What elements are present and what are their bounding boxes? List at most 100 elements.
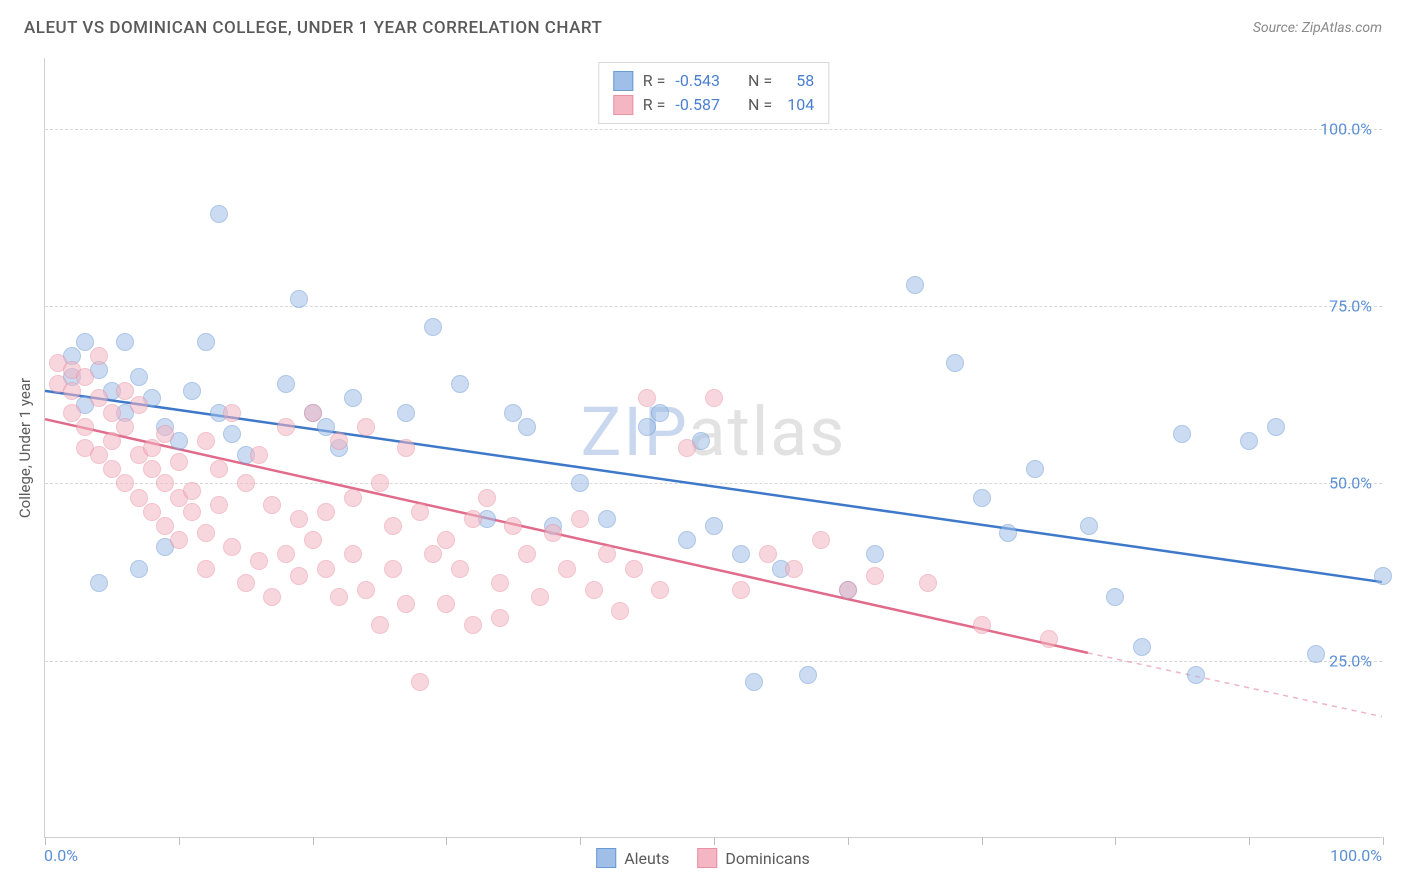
data-point (304, 404, 322, 422)
data-point (705, 517, 723, 535)
data-point (130, 368, 148, 386)
data-point (732, 545, 750, 563)
x-tick (1115, 837, 1116, 845)
data-point (344, 489, 362, 507)
x-tick (179, 837, 180, 845)
data-point (638, 418, 656, 436)
x-tick (313, 837, 314, 845)
data-point (317, 503, 335, 521)
data-point (397, 439, 415, 457)
data-point (531, 588, 549, 606)
data-point (90, 389, 108, 407)
data-point (371, 616, 389, 634)
data-point (223, 538, 241, 556)
data-point (143, 439, 161, 457)
data-point (170, 531, 188, 549)
data-point (611, 602, 629, 620)
legend-swatch (596, 848, 616, 868)
x-tick (45, 837, 46, 845)
data-point (170, 453, 188, 471)
data-point (424, 545, 442, 563)
data-point (130, 489, 148, 507)
data-point (183, 503, 201, 521)
data-point (103, 460, 121, 478)
data-point (116, 382, 134, 400)
data-point (116, 474, 134, 492)
data-point (571, 474, 589, 492)
data-point (63, 404, 81, 422)
data-point (317, 418, 335, 436)
data-point (437, 531, 455, 549)
data-point (103, 432, 121, 450)
data-point (63, 382, 81, 400)
data-point (223, 404, 241, 422)
source-label: Source: ZipAtlas.com (1253, 20, 1382, 36)
x-tick (580, 837, 581, 845)
data-point (143, 503, 161, 521)
data-point (598, 510, 616, 528)
data-point (1240, 432, 1258, 450)
data-point (906, 276, 924, 294)
legend-swatch (613, 71, 633, 91)
data-point (116, 418, 134, 436)
data-point (558, 560, 576, 578)
data-point (812, 531, 830, 549)
n-value: 58 (782, 69, 814, 93)
data-point (799, 666, 817, 684)
data-point (90, 347, 108, 365)
data-point (76, 368, 94, 386)
data-point (397, 404, 415, 422)
data-point (237, 574, 255, 592)
data-point (197, 560, 215, 578)
data-point (451, 560, 469, 578)
data-point (263, 588, 281, 606)
data-point (946, 354, 964, 372)
data-point (866, 545, 884, 563)
data-point (1187, 666, 1205, 684)
chart-area: ZIPatlas 25.0%50.0%75.0%100.0% College, … (44, 58, 1382, 838)
data-point (678, 439, 696, 457)
data-point (1374, 567, 1392, 585)
legend-label: Aleuts (624, 849, 669, 868)
x-axis-min-label: 0.0% (44, 846, 78, 865)
data-point (183, 382, 201, 400)
data-point (330, 588, 348, 606)
x-tick (446, 837, 447, 845)
data-point (598, 545, 616, 563)
data-point (745, 673, 763, 691)
data-point (973, 489, 991, 507)
data-point (424, 318, 442, 336)
data-point (437, 595, 455, 613)
data-point (1080, 517, 1098, 535)
data-point (839, 581, 857, 599)
data-point (250, 446, 268, 464)
data-point (651, 404, 669, 422)
data-point (411, 503, 429, 521)
data-point (130, 560, 148, 578)
x-tick (982, 837, 983, 845)
header: ALEUT VS DOMINICAN COLLEGE, UNDER 1 YEAR… (0, 0, 1406, 46)
data-point (197, 524, 215, 542)
data-point (451, 375, 469, 393)
data-point (76, 333, 94, 351)
data-point (384, 560, 402, 578)
data-point (277, 418, 295, 436)
r-value: -0.587 (675, 93, 720, 117)
data-point (183, 482, 201, 500)
data-point (357, 581, 375, 599)
data-point (866, 567, 884, 585)
data-point (651, 581, 669, 599)
r-label: R = (643, 93, 666, 117)
data-point (518, 418, 536, 436)
data-point (544, 524, 562, 542)
data-point (156, 517, 174, 535)
data-point (1040, 630, 1058, 648)
data-point (210, 205, 228, 223)
data-point (585, 581, 603, 599)
data-point (759, 545, 777, 563)
data-point (397, 595, 415, 613)
data-point (1026, 460, 1044, 478)
data-point (1173, 425, 1191, 443)
data-point (277, 545, 295, 563)
x-axis-max-label: 100.0% (1330, 846, 1382, 865)
